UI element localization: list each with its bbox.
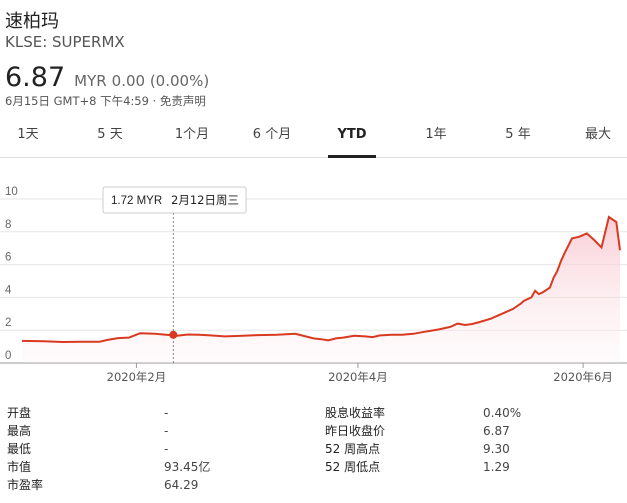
tab-ytd[interactable]: YTD <box>328 116 376 158</box>
stat-value: - <box>164 442 169 456</box>
x-tick-label: 2020年6月 <box>553 370 613 384</box>
y-tick-label: 4 <box>5 284 12 296</box>
tooltip-date: 2月12日周三 <box>171 193 239 207</box>
stat-label: 开盘 <box>7 406 32 420</box>
x-tick-label: 2020年2月 <box>107 370 167 384</box>
y-tick-label: 10 <box>5 186 18 198</box>
y-tick-label: 8 <box>5 219 11 231</box>
timestamp-disclaimer: 6月15日 GMT+8 下午4:59 · 免责声明 <box>5 94 206 108</box>
y-tick-label: 6 <box>5 252 11 264</box>
price-area-fill <box>22 217 620 363</box>
y-tick-label: 0 <box>5 350 11 362</box>
stat-value: 0.40% <box>483 406 522 420</box>
stat-label: 市盈率 <box>7 478 44 492</box>
price-line <box>21 215 621 344</box>
stat-value: 64.29 <box>164 478 199 492</box>
price-row: 6.87 MYR 0.00 (0.00%) <box>5 62 209 93</box>
current-price: 6.87 <box>5 62 66 93</box>
hover-marker <box>169 330 178 339</box>
x-axis-labels: 2020年2月 2020年4月 2020年6月 <box>107 363 613 384</box>
stock-name: 速柏玛 <box>5 11 59 32</box>
stat-value: - <box>164 406 169 420</box>
tab-max[interactable]: 最大 <box>584 127 611 142</box>
stat-value: - <box>164 424 169 438</box>
tab-5y[interactable]: 5 年 <box>505 127 531 142</box>
ticker-symbol: KLSE: SUPERMX <box>5 33 125 51</box>
currency-label: MYR <box>74 72 107 90</box>
stat-label: 市值 <box>7 460 32 474</box>
stat-label: 52 周高点 <box>325 442 381 456</box>
tab-6m[interactable]: 6 个月 <box>252 127 292 142</box>
tab-5d[interactable]: 5 天 <box>97 127 123 142</box>
stat-label: 最低 <box>7 442 32 456</box>
y-tick-label: 2 <box>5 317 11 329</box>
stat-label: 昨日收盘价 <box>325 424 386 438</box>
x-tick-label: 2020年4月 <box>328 370 388 384</box>
stat-value: 1.29 <box>483 460 510 474</box>
stat-value: 6.87 <box>483 424 510 438</box>
y-axis-labels: 10 8 6 4 2 0 <box>5 186 18 362</box>
stat-label: 52 周低点 <box>325 460 381 474</box>
stat-value: 93.45亿 <box>164 460 211 474</box>
stat-label: 最高 <box>7 424 32 438</box>
stat-label: 股息收益率 <box>325 406 386 420</box>
stat-value: 9.30 <box>483 442 510 456</box>
price-change: 0.00 (0.00%) <box>111 72 210 90</box>
range-tabs: 1天 5 天 1个月 6 个月 YTD 1年 5 年 最大 <box>0 116 627 158</box>
tab-1y[interactable]: 1年 <box>425 127 447 142</box>
tab-1m[interactable]: 1个月 <box>174 127 210 142</box>
hover-tooltip: 1.72 MYR 2月12日周三 <box>102 186 247 214</box>
tooltip-value: 1.72 MYR <box>111 195 162 207</box>
tab-1d[interactable]: 1天 <box>17 127 39 142</box>
